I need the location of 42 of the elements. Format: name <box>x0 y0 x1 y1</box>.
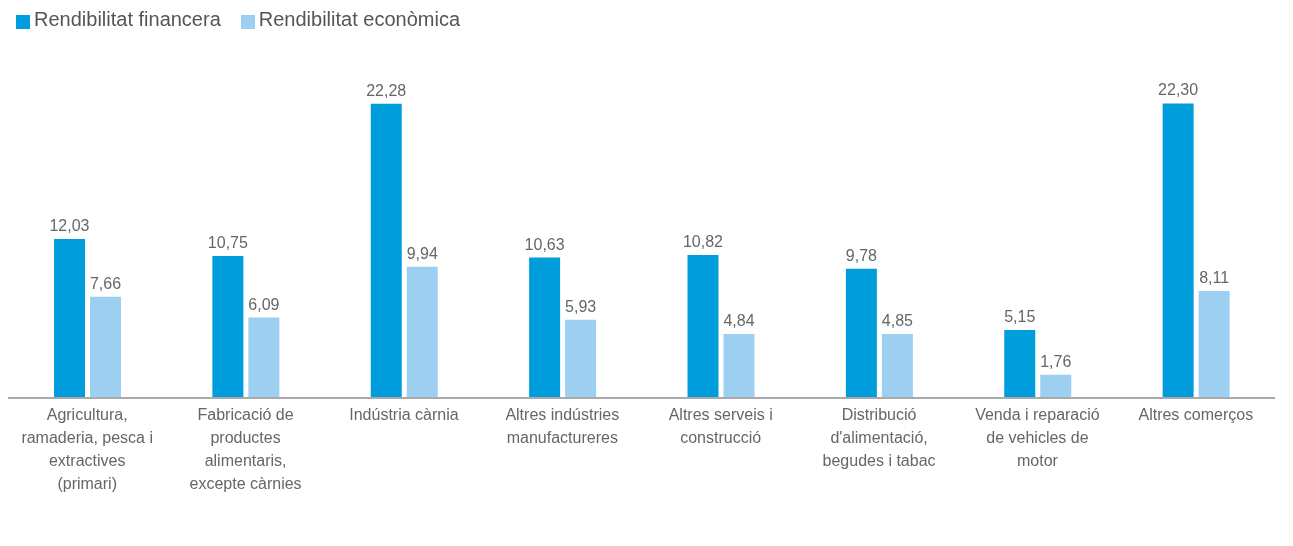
data-label: 8,11 <box>1199 268 1230 286</box>
bar <box>845 268 877 398</box>
legend-label: Rendibilitat econòmica <box>258 8 461 30</box>
data-label: 1,76 <box>1040 352 1072 370</box>
bar <box>90 296 121 398</box>
data-label: 9,78 <box>845 246 878 264</box>
bar <box>406 266 438 398</box>
data-label: 10,75 <box>207 234 248 252</box>
data-label: 10,63 <box>524 235 565 253</box>
data-label: 5,15 <box>1004 307 1036 325</box>
bar <box>565 319 597 398</box>
data-label: 12,03 <box>49 217 90 235</box>
x-tick-label: Altres indústries manufactureres <box>505 406 620 446</box>
data-label: 10,82 <box>682 233 724 251</box>
legend-label: Rendibilitat financera <box>34 8 221 30</box>
bar <box>370 103 402 398</box>
data-label: 6,09 <box>248 295 280 313</box>
data-label: 7,66 <box>89 274 122 292</box>
data-label: 22,28 <box>366 81 407 99</box>
data-label: 5,93 <box>565 297 597 315</box>
x-tick-label: Agricultura, ramaderia, pesca i extractives (primari) <box>21 406 153 492</box>
bar <box>723 334 755 398</box>
data-label: 4,85 <box>881 311 914 329</box>
x-tick-label: Altres comerços <box>1138 406 1254 423</box>
bar <box>54 239 85 398</box>
bar <box>212 256 244 398</box>
x-tick-label: Distribució d'alimentació, begudes i tabac <box>822 406 936 469</box>
x-tick-label: Fabricació de productes alimentaris, excepte càrnies <box>189 406 302 492</box>
data-label: 9,94 <box>406 244 438 262</box>
data-label: 4,84 <box>723 312 755 330</box>
bar <box>1004 329 1036 398</box>
bar <box>529 257 561 398</box>
bar <box>1040 374 1072 398</box>
data-label: 22,30 <box>1158 81 1199 99</box>
bar <box>881 333 913 398</box>
bar <box>248 317 280 398</box>
x-tick-label: Altres serveis i construcció <box>668 406 773 446</box>
bar <box>687 255 719 398</box>
bar <box>1162 103 1194 398</box>
x-tick-label: Indústria càrnia <box>349 406 459 423</box>
bar <box>1198 290 1230 398</box>
x-tick-label: Venda i reparació de vehicles de motor <box>975 406 1100 469</box>
